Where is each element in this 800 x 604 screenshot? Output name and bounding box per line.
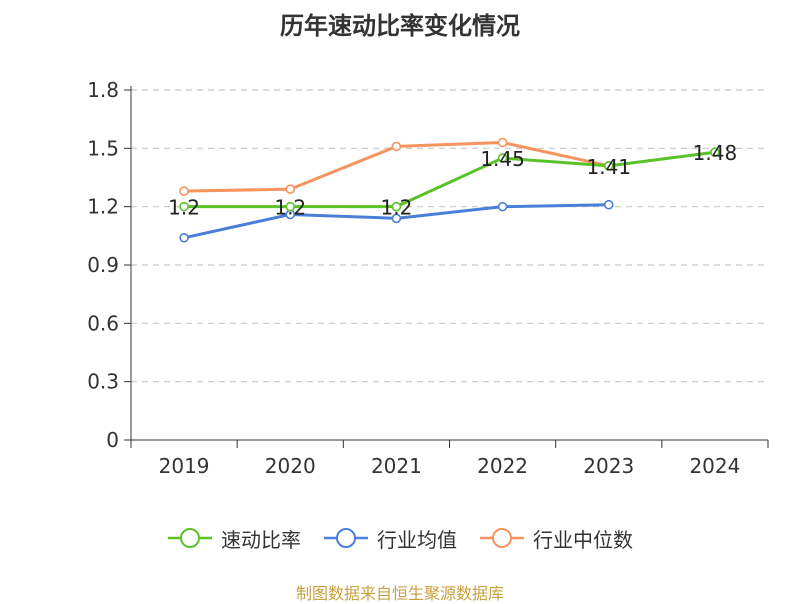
data-label: 1.2 [381,196,413,220]
data-label: 1.2 [168,196,200,220]
data-point [285,201,296,212]
data-point [710,147,720,158]
data-source-note: 制图数据来自恒生聚源数据库 [295,584,504,603]
legend-marker-icon [168,528,212,548]
data-point [391,141,402,152]
legend-label-quick-ratio: 速动比率 [221,527,301,552]
data-label: 1.48 [693,141,738,165]
data-point [179,201,189,212]
y-tick-label: 1.2 [87,195,119,219]
legend-item-quick-ratio[interactable]: 速动比率 [167,524,301,553]
data-point [285,184,296,194]
data-point [391,213,402,224]
legend-marker-icon [324,528,368,548]
data-point [603,199,614,210]
x-tick-label: 2020 [265,454,316,478]
x-tick-label: 2023 [583,454,634,478]
chart-title: 历年速动比率变化情况 [280,12,520,40]
y-tick-label: 0 [106,428,119,452]
legend-marker-icon [480,528,524,548]
legend-item-industry-median[interactable]: 行业中位数 [479,524,633,553]
legend-label-industry-mean: 行业均值 [377,527,457,552]
legend-item-industry-mean[interactable]: 行业均值 [323,524,457,553]
x-tick-label: 2021 [371,454,422,478]
data-point [497,201,508,212]
series-line [184,150,716,209]
y-tick-label: 0.6 [87,311,119,335]
y-tick-label: 1.5 [87,136,119,160]
y-tick-label: 0.9 [87,253,119,277]
data-point [179,232,189,243]
x-tick-label: 2019 [159,454,210,478]
data-point [497,137,508,148]
x-tick-label: 2024 [689,454,740,478]
data-label: 1.45 [480,147,525,171]
data-point [179,186,189,196]
data-point [391,201,402,212]
data-point [603,161,614,171]
data-label: 1.2 [274,196,306,220]
chart-legend: 速动比率 行业均值 行业中位数 [0,520,800,556]
data-label: 1.41 [586,155,631,179]
y-tick-label: 1.8 [87,78,119,102]
legend-label-industry-median: 行业中位数 [533,527,633,552]
y-tick-label: 0.3 [87,370,119,394]
x-tick-label: 2022 [477,454,528,478]
data-point [497,153,508,163]
